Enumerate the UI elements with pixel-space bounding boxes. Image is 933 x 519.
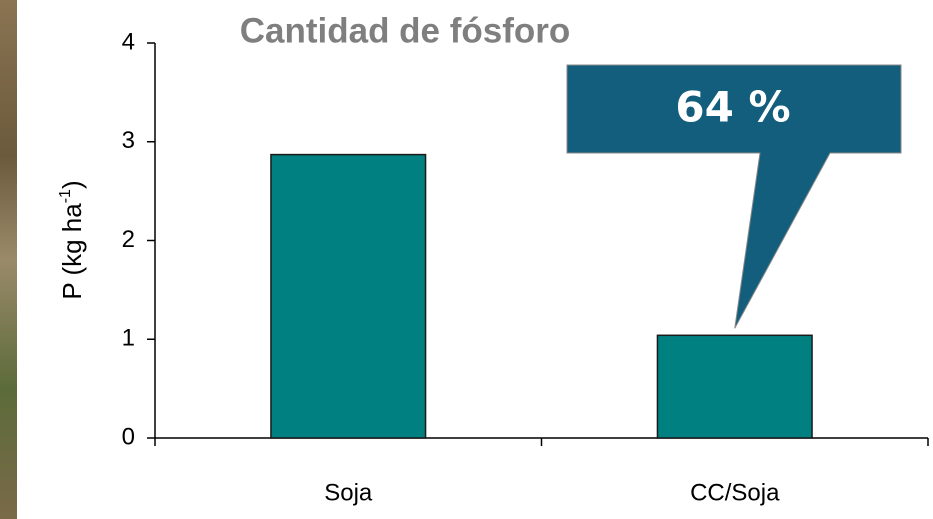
chart: Cantidad de fósforo P (kg ha-1) 0 1 2 3 4 Soj… <box>0 0 933 519</box>
background-photo-strip <box>0 0 17 519</box>
y-label-sup: -1 <box>57 189 74 203</box>
y-axis-label: P (kg ha-1) <box>57 180 87 299</box>
y-tick-label: 4 <box>122 28 135 55</box>
y-tick-label: 1 <box>122 325 135 352</box>
y-tick-label: 2 <box>122 226 135 253</box>
chart-title: Cantidad de fósforo <box>240 11 571 50</box>
bar <box>271 155 426 438</box>
y-label-text: P (kg ha <box>57 203 87 300</box>
x-tick-label: CC/Soja <box>690 479 780 506</box>
x-tick-label: Soja <box>324 479 373 506</box>
bar <box>657 335 812 438</box>
y-label-close: ) <box>57 180 87 189</box>
callout-text: 64 % <box>675 83 790 132</box>
y-tick-label: 0 <box>122 423 135 450</box>
y-tick-label: 3 <box>122 127 135 154</box>
